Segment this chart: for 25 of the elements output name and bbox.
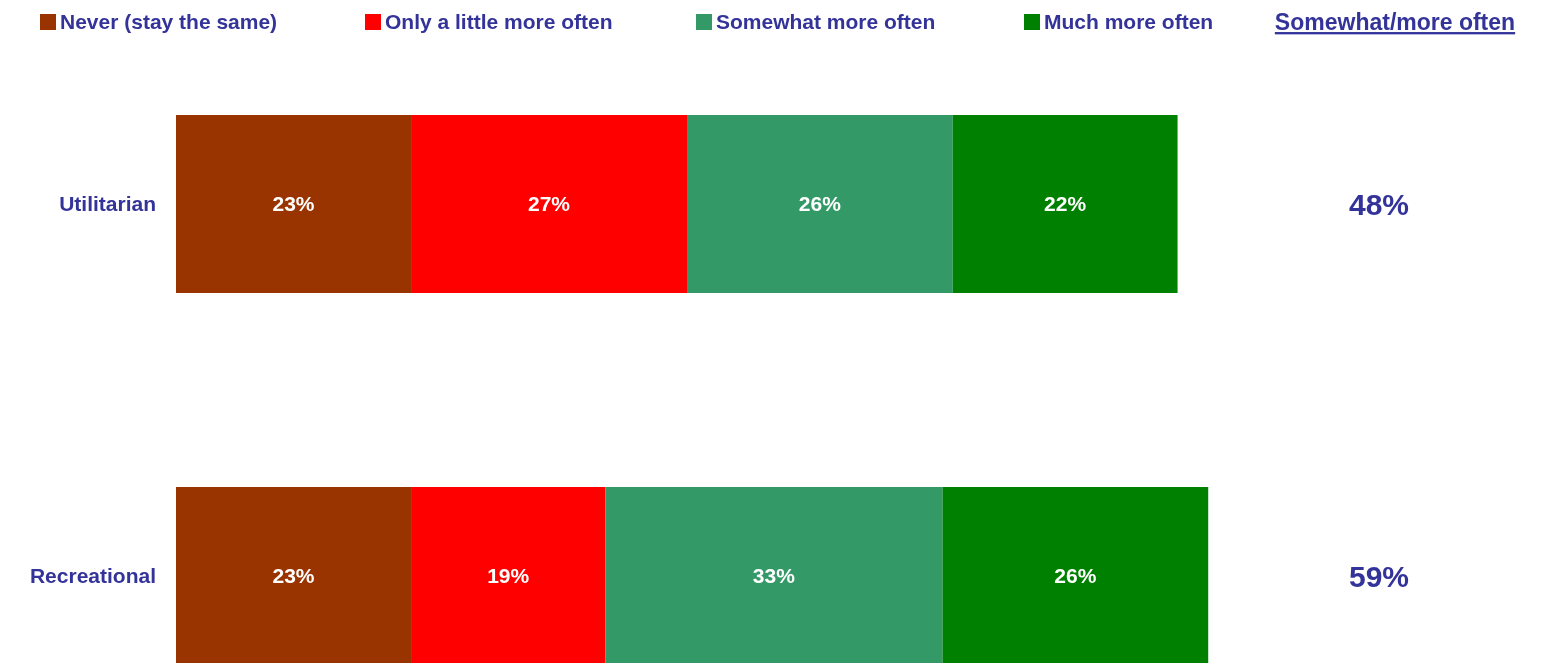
bar [942,487,1209,663]
data-label: 26% [798,192,842,216]
legend-label: Never (stay the same) [60,10,278,34]
text: 59% [1348,559,1410,593]
bar [687,115,953,293]
legend-label: Much more often [1044,10,1214,34]
legend-label: Only a little more often [385,10,613,34]
data-label: 26% [1054,564,1097,588]
data-label: 23% [272,564,315,588]
bar [411,115,687,293]
bar [605,487,943,663]
data-label: 23% [272,192,315,216]
bar [176,487,412,663]
data-label: 22% [1044,192,1087,216]
y-tick-label: Recreational [29,564,156,588]
text: Somewhat/more often [1274,9,1516,36]
text: 48% [1348,187,1410,221]
bar [952,115,1178,293]
legend-label: Somewhat more often [716,10,936,34]
y-tick-label: Utilitarian [59,192,156,216]
data-label: 33% [752,564,796,588]
bar [411,487,606,663]
data-label: 27% [528,192,571,216]
data-label: 19% [487,564,530,588]
bar [176,115,412,293]
